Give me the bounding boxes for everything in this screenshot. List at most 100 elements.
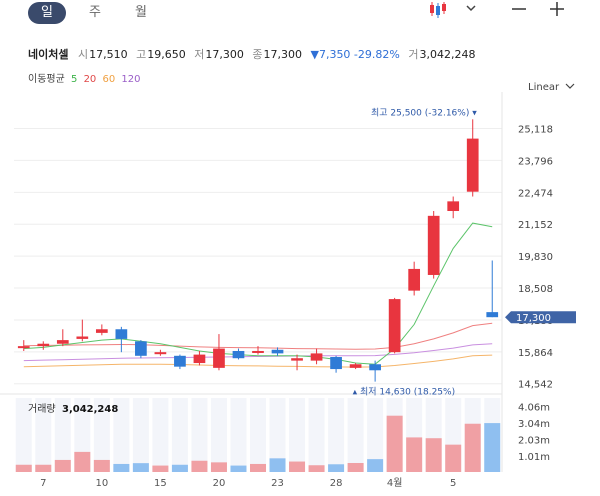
open-value: 17,510 xyxy=(89,48,128,61)
volume-bar xyxy=(367,459,384,472)
tab-day[interactable]: 일 xyxy=(28,2,66,24)
x-tick-label: 15 xyxy=(154,478,167,489)
y-tick-label: 14,542 xyxy=(518,380,553,391)
moving-average-legend[interactable]: 이동평균 5 20 60 120 xyxy=(28,70,144,85)
high-value: 19,650 xyxy=(147,48,186,61)
x-tick-label: 20 xyxy=(213,478,226,489)
candle xyxy=(56,329,69,347)
volume-column-bg xyxy=(152,398,169,472)
candle xyxy=(193,350,206,366)
volume-bar xyxy=(35,464,52,472)
volume-bar xyxy=(269,458,286,472)
volume-bar xyxy=(406,437,423,472)
candle-body xyxy=(252,350,264,353)
scale-label: Linear xyxy=(528,82,560,93)
volume-column-bg xyxy=(113,398,130,472)
high-label: 고 xyxy=(136,48,147,61)
volume-bar xyxy=(15,464,32,472)
tab-month[interactable]: 월 xyxy=(135,5,147,20)
volume-bar xyxy=(445,444,462,472)
volume-bar xyxy=(54,459,71,472)
volume-tick-label: 3.04m xyxy=(518,419,550,430)
volume-column-bg xyxy=(289,398,306,472)
candle xyxy=(17,340,30,351)
y-tick-label: 22,474 xyxy=(518,188,553,199)
volume-bar xyxy=(249,463,267,472)
candle xyxy=(76,319,89,342)
candle xyxy=(388,297,401,354)
volume-bar xyxy=(113,463,130,472)
candle-body xyxy=(95,329,108,333)
candle-body xyxy=(310,353,323,361)
volume-bar xyxy=(230,465,247,472)
top-toolbar: 일 주 월 xyxy=(0,0,600,26)
candle-body xyxy=(115,329,128,339)
volume-tick-label: 4.06m xyxy=(518,403,550,414)
volume-bar xyxy=(484,423,501,472)
volume-bar xyxy=(191,460,208,472)
candle xyxy=(115,326,128,353)
volume-column-bg xyxy=(269,398,286,472)
tab-week[interactable]: 주 xyxy=(89,5,101,20)
volume-bar xyxy=(93,459,110,472)
y-tick-label: 18,508 xyxy=(518,284,553,295)
current-price-label: 17,300 xyxy=(516,313,551,324)
low-label: 저 xyxy=(194,48,205,61)
candle xyxy=(349,363,362,370)
y-tick-label: 21,152 xyxy=(518,220,553,231)
moving-average-label: 이동평균 xyxy=(28,74,65,85)
candle-body xyxy=(369,364,381,371)
volume-bar xyxy=(132,463,149,472)
volume-column-bg xyxy=(54,398,71,472)
volume-column-bg xyxy=(171,398,188,472)
candle-body xyxy=(56,340,69,344)
candle-body xyxy=(388,299,401,353)
plus-icon[interactable] xyxy=(548,0,566,18)
current-price-tag: 17,300 xyxy=(505,311,576,324)
volume-column-bg xyxy=(230,398,247,472)
candle-body xyxy=(330,357,342,370)
volume-column-bg xyxy=(132,398,149,472)
volume-column-bg xyxy=(249,398,267,472)
chevron-down-icon xyxy=(565,83,575,89)
ma5-line xyxy=(23,222,493,365)
candle-body xyxy=(427,215,440,275)
max-price-label: 최고 25,500 (-32.16%) ▾ xyxy=(371,107,477,118)
x-tick-label: 4월 xyxy=(387,477,403,489)
volume-bar xyxy=(464,423,481,472)
candle-body xyxy=(76,336,89,339)
ma20-label: 20 xyxy=(83,74,97,85)
volume-column-bg xyxy=(191,398,208,472)
candle xyxy=(213,334,225,371)
candlestick-icon[interactable] xyxy=(428,0,450,20)
y-tick-label: 25,118 xyxy=(518,125,553,136)
change-value: ▼7,350 -29.82% xyxy=(310,48,400,61)
minus-icon[interactable] xyxy=(510,0,528,18)
volume-column-bg xyxy=(347,398,364,472)
chevron-down-icon[interactable] xyxy=(465,2,477,14)
volume-column-bg xyxy=(308,398,325,472)
volume-bar xyxy=(347,462,364,472)
candle xyxy=(486,260,499,318)
x-tick-label: 28 xyxy=(330,478,343,489)
candle xyxy=(135,340,147,359)
close-label: 종 xyxy=(252,48,263,61)
candle-body xyxy=(408,268,421,291)
volume-column-bg xyxy=(210,398,227,472)
candle xyxy=(330,355,342,373)
candle xyxy=(310,348,323,365)
candle-body xyxy=(291,358,303,361)
y-tick-label: 15,864 xyxy=(518,348,553,359)
current-price-box xyxy=(505,311,576,324)
volume-tick-label: 2.03m xyxy=(518,435,550,446)
candle-body xyxy=(17,346,30,349)
candle-body xyxy=(466,138,479,192)
open-label: 시 xyxy=(77,48,89,61)
ma20-line xyxy=(23,322,493,350)
candle xyxy=(408,261,421,296)
ma5-label: 5 xyxy=(71,74,78,85)
ma120-label: 120 xyxy=(121,74,141,85)
scale-selector[interactable]: Linear xyxy=(528,82,575,93)
volume-column-bg xyxy=(35,398,52,472)
